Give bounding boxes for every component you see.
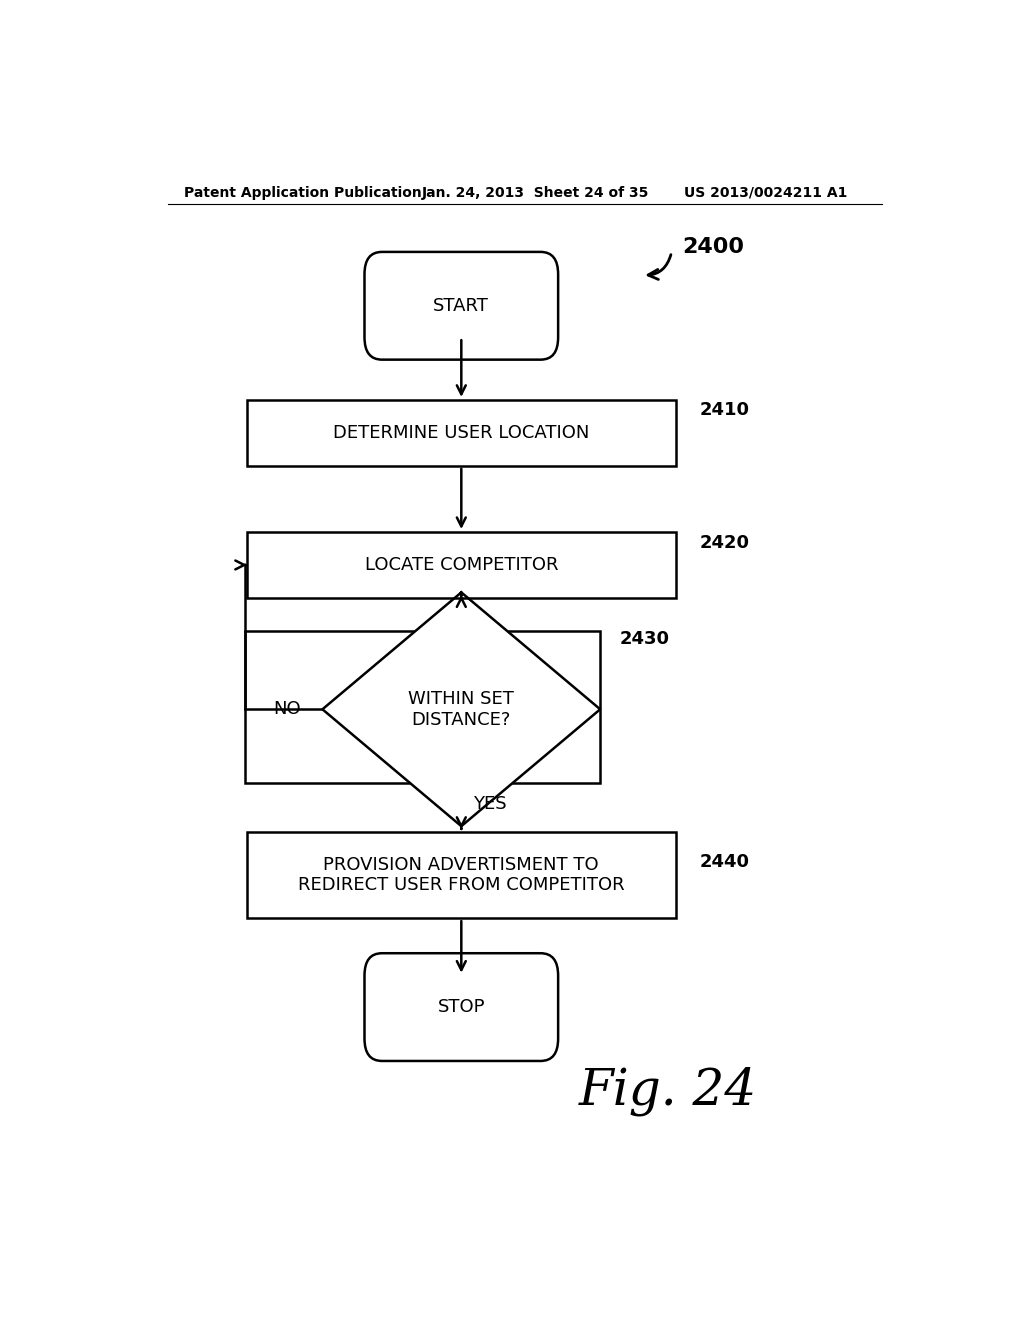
FancyBboxPatch shape [365, 252, 558, 359]
Text: 2410: 2410 [699, 401, 750, 420]
Text: PROVISION ADVERTISMENT TO
REDIRECT USER FROM COMPETITOR: PROVISION ADVERTISMENT TO REDIRECT USER … [298, 855, 625, 895]
Text: DETERMINE USER LOCATION: DETERMINE USER LOCATION [333, 424, 590, 442]
Text: NO: NO [273, 701, 300, 718]
Text: 2440: 2440 [699, 853, 750, 871]
Text: LOCATE COMPETITOR: LOCATE COMPETITOR [365, 556, 558, 574]
Text: WITHIN SET
DISTANCE?: WITHIN SET DISTANCE? [409, 690, 514, 729]
Polygon shape [323, 593, 600, 826]
Text: Jan. 24, 2013  Sheet 24 of 35: Jan. 24, 2013 Sheet 24 of 35 [422, 186, 649, 199]
Text: 2430: 2430 [620, 630, 670, 648]
Text: 2420: 2420 [699, 533, 750, 552]
Text: STOP: STOP [437, 998, 485, 1016]
Bar [247, 832, 676, 919]
Text: US 2013/0024211 A1: US 2013/0024211 A1 [684, 186, 847, 199]
Bar [247, 532, 676, 598]
Bar [246, 631, 600, 784]
FancyBboxPatch shape [365, 953, 558, 1061]
Text: START: START [433, 297, 489, 314]
Bar [247, 400, 676, 466]
Text: 2400: 2400 [682, 236, 743, 257]
Text: YES: YES [473, 795, 507, 813]
Text: Patent Application Publication: Patent Application Publication [183, 186, 421, 199]
Text: Fig. 24: Fig. 24 [579, 1067, 757, 1117]
